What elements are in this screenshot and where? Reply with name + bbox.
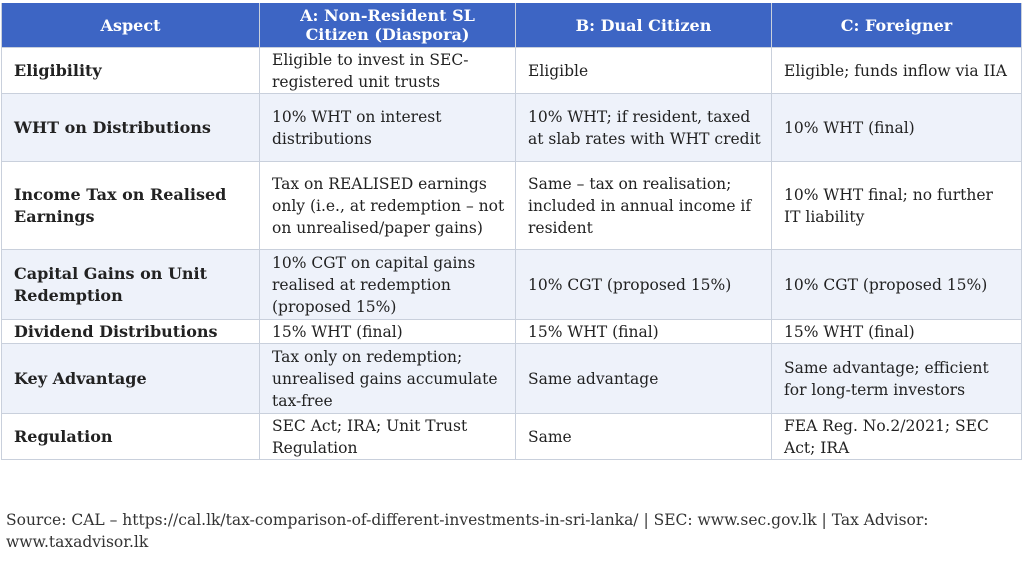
cell-foreigner: 10% CGT (proposed 15%): [771, 249, 1022, 320]
table-row: Key Advantage Tax only on redemption; un…: [1, 343, 1022, 414]
cell-non-resident: Tax only on redemption; unrealised gains…: [259, 343, 516, 414]
cell-dual-citizen: 10% CGT (proposed 15%): [515, 249, 772, 320]
cell-dual-citizen: 10% WHT; if resident, taxed at slab rate…: [515, 93, 772, 162]
cell-foreigner: FEA Reg. No.2/2021; SEC Act; IRA: [771, 413, 1022, 460]
row-aspect: Regulation: [1, 413, 260, 460]
row-aspect: Eligibility: [1, 47, 260, 94]
row-aspect: Dividend Distributions: [1, 319, 260, 344]
header-dual-citizen: B: Dual Citizen: [515, 3, 772, 48]
comparison-table-container: Aspect A: Non-Resident SL Citizen (Diasp…: [1, 3, 1022, 460]
cell-foreigner: Eligible; funds inflow via IIA: [771, 47, 1022, 94]
table-row: Capital Gains on Unit Redemption 10% CGT…: [1, 249, 1022, 320]
cell-dual-citizen: Same: [515, 413, 772, 460]
table-row: WHT on Distributions 10% WHT on interest…: [1, 93, 1022, 162]
cell-dual-citizen: 15% WHT (final): [515, 319, 772, 344]
source-note: Source: CAL – https://cal.lk/tax-compari…: [6, 511, 929, 551]
cell-dual-citizen: Same – tax on realisation; included in a…: [515, 161, 772, 250]
cell-foreigner: 10% WHT final; no further IT liability: [771, 161, 1022, 250]
cell-foreigner: 15% WHT (final): [771, 319, 1022, 344]
cell-foreigner: Same advantage; efficient for long-term …: [771, 343, 1022, 414]
cell-non-resident: 10% WHT on interest distributions: [259, 93, 516, 162]
row-aspect: Capital Gains on Unit Redemption: [1, 249, 260, 320]
cell-non-resident: Tax on REALISED earnings only (i.e., at …: [259, 161, 516, 250]
header-aspect: Aspect: [1, 3, 260, 48]
table-row: Income Tax on Realised Earnings Tax on R…: [1, 161, 1022, 250]
table-row: Dividend Distributions 15% WHT (final) 1…: [1, 319, 1022, 344]
table-header-row: Aspect A: Non-Resident SL Citizen (Diasp…: [1, 3, 1022, 48]
table-row: Eligibility Eligible to invest in SEC-re…: [1, 47, 1022, 94]
cell-non-resident: 15% WHT (final): [259, 319, 516, 344]
header-foreigner: C: Foreigner: [771, 3, 1022, 48]
table-row: Regulation SEC Act; IRA; Unit Trust Regu…: [1, 413, 1022, 460]
tax-comparison-table: Aspect A: Non-Resident SL Citizen (Diasp…: [1, 3, 1022, 460]
header-non-resident: A: Non-Resident SL Citizen (Diaspora): [259, 3, 516, 48]
row-aspect: Income Tax on Realised Earnings: [1, 161, 260, 250]
cell-non-resident: Eligible to invest in SEC-registered uni…: [259, 47, 516, 94]
row-aspect: Key Advantage: [1, 343, 260, 414]
row-aspect: WHT on Distributions: [1, 93, 260, 162]
cell-non-resident: 10% CGT on capital gains realised at red…: [259, 249, 516, 320]
cell-dual-citizen: Eligible: [515, 47, 772, 94]
cell-foreigner: 10% WHT (final): [771, 93, 1022, 162]
cell-dual-citizen: Same advantage: [515, 343, 772, 414]
cell-non-resident: SEC Act; IRA; Unit Trust Regulation: [259, 413, 516, 460]
